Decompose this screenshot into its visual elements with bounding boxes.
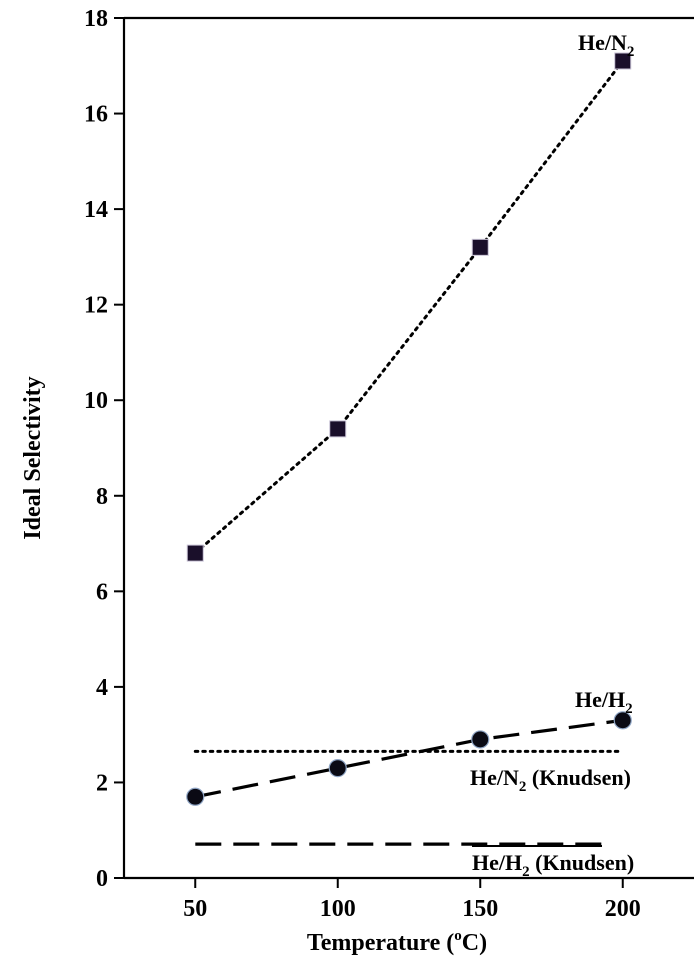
data-point-circle: [328, 759, 347, 778]
data-point-circle: [186, 787, 205, 806]
series-he-h2: [186, 711, 632, 806]
labels-layer: He/N2​ He/H2​ He/N2 (Knudsen) He/H2 (Knudse…: [470, 30, 634, 880]
y-tick-label: 18: [84, 6, 108, 32]
x-tick-label: 50: [183, 896, 207, 922]
series-layer: [186, 52, 632, 846]
x-tick-label: 100: [320, 896, 356, 922]
data-point-square: [329, 420, 347, 438]
data-point-square: [186, 544, 204, 562]
y-tick-label: 0: [96, 866, 108, 892]
series-he-n2: [186, 52, 632, 562]
y-axis-title: Ideal Selectivity: [20, 376, 46, 539]
data-point-square: [614, 52, 632, 70]
y-tick-label: 6: [96, 579, 108, 605]
x-axis-title: Temperature (oC): [307, 928, 487, 956]
data-point-circle: [471, 730, 490, 749]
series-line: [193, 59, 625, 555]
y-tick-label: 14: [84, 197, 108, 223]
y-tick-label: 12: [84, 293, 108, 319]
series-label: He/N2​: [578, 30, 634, 60]
series-label: He/H2​: [575, 687, 633, 717]
series-line: [194, 718, 624, 799]
y-tick-label: 4: [96, 675, 108, 701]
series-label: He/H2 (Knudsen): [472, 850, 634, 880]
y-tick-label: 10: [84, 388, 108, 414]
y-tick-label: 8: [96, 484, 108, 510]
y-tick-label: 16: [84, 102, 108, 128]
x-tick-label: 200: [605, 896, 641, 922]
y-tick-label: 2: [96, 770, 108, 796]
data-point-circle: [613, 711, 632, 730]
x-tick-label: 150: [462, 896, 498, 922]
series-label: He/N2 (Knudsen): [470, 765, 631, 795]
data-point-square: [471, 238, 489, 256]
axes: 0 2 4 6 8 10 12 14 16 18 50 100 150 200 Temperature (o…: [20, 6, 694, 956]
